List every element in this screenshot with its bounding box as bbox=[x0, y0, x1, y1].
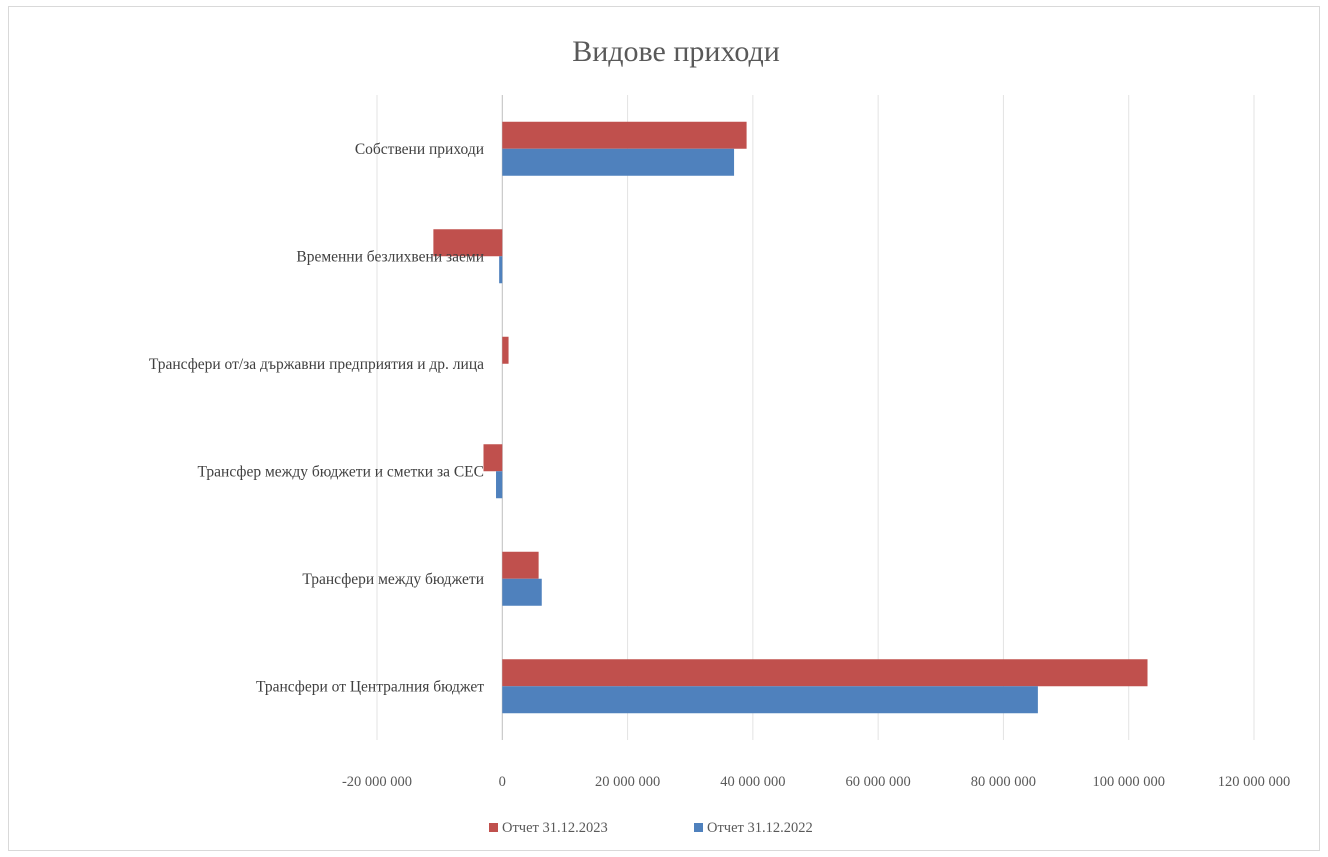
bar-series-2022 bbox=[499, 256, 503, 284]
x-tick-label: 40 000 000 bbox=[720, 774, 785, 790]
x-tick-label: 60 000 000 bbox=[846, 774, 911, 790]
bar-series-2022 bbox=[502, 148, 735, 176]
x-tick-label: 100 000 000 bbox=[1092, 774, 1165, 790]
x-tick-label: -20 000 000 bbox=[342, 774, 412, 790]
category-label: Трансфери от Централния бюджет bbox=[256, 678, 484, 695]
legend-swatch bbox=[694, 823, 703, 832]
x-axis-tick-labels: -20 000 000 0 20 000 000 40 000 000 60 000 0… bbox=[342, 774, 1290, 790]
bar-series-2023 bbox=[502, 659, 1148, 687]
chart-frame bbox=[8, 6, 1320, 851]
grid-lines bbox=[376, 95, 1255, 740]
bar-series-2023 bbox=[502, 121, 747, 149]
bars bbox=[433, 121, 1148, 714]
bar-series-2022 bbox=[502, 686, 1038, 714]
legend-swatch bbox=[489, 823, 498, 832]
category-label: Собствени приходи bbox=[355, 141, 484, 158]
category-labels: Собствени приходи Временни безлихвени зае… bbox=[149, 141, 484, 696]
category-label: Трансфери от/за държавни предприятия и д… bbox=[149, 356, 484, 373]
legend-label: Отчет 31.12.2023 bbox=[502, 820, 608, 836]
bar-series-2022 bbox=[496, 471, 503, 499]
category-label: Трансфер между бюджети и сметки за СЕС bbox=[198, 463, 484, 480]
legend-label: Отчет 31.12.2022 bbox=[707, 820, 813, 836]
bar-series-2023 bbox=[502, 336, 509, 364]
category-label: Временни безлихвени заеми bbox=[296, 248, 484, 265]
legend: Отчет 31.12.2023 Отчет 31.12.2022 bbox=[489, 820, 813, 836]
bar-series-2023 bbox=[483, 444, 503, 472]
x-tick-label: 20 000 000 bbox=[595, 774, 660, 790]
x-tick-label: 80 000 000 bbox=[971, 774, 1036, 790]
bar-series-2023 bbox=[433, 229, 503, 257]
category-label: Трансфери между бюджети bbox=[302, 571, 484, 588]
chart-title: Видове приходи bbox=[572, 35, 780, 68]
x-tick-label: 0 bbox=[499, 774, 506, 790]
bar-series-2023 bbox=[502, 551, 539, 579]
bar-series-2022 bbox=[502, 578, 542, 606]
x-tick-label: 120 000 000 bbox=[1218, 774, 1291, 790]
